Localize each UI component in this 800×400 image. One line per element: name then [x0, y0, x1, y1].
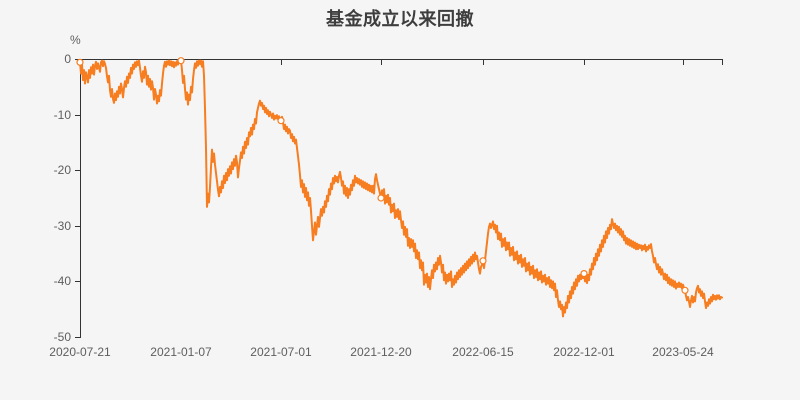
y-axis-unit-label: % — [70, 33, 81, 47]
x-tick-label: 2021-01-07 — [150, 345, 212, 359]
y-tick-mark — [75, 114, 80, 116]
x-tick-label: 2023-05-24 — [652, 345, 714, 359]
y-axis-line — [80, 59, 81, 338]
data-point-marker[interactable] — [377, 194, 385, 202]
x-tick-mark — [683, 60, 684, 65]
x-tick-mark — [381, 60, 382, 65]
y-tick-label: -10 — [53, 107, 71, 122]
drawdown-line-plot[interactable] — [76, 57, 723, 338]
y-tick-mark — [75, 225, 80, 227]
x-axis-end-tick — [722, 60, 723, 65]
y-tick-mark — [75, 170, 80, 172]
y-tick-mark — [75, 337, 80, 338]
chart-title: 基金成立以来回撤 — [326, 9, 474, 29]
y-tick-mark — [75, 281, 80, 283]
y-tick-label: -30 — [53, 218, 71, 233]
x-tick-label: 2021-12-20 — [350, 345, 412, 359]
y-tick-mark — [75, 59, 80, 60]
x-tick-label: 2022-06-15 — [452, 345, 514, 359]
x-axis-zero-line — [80, 59, 723, 60]
data-point-marker[interactable] — [681, 286, 689, 294]
x-tick-mark — [281, 60, 282, 65]
y-tick-label: -20 — [53, 163, 71, 178]
y-tick-label: -50 — [53, 330, 71, 344]
data-point-marker[interactable] — [580, 270, 588, 278]
x-tick-label: 2022-12-01 — [553, 345, 615, 359]
data-point-marker[interactable] — [76, 58, 84, 66]
x-tick-label: 2021-07-01 — [250, 345, 312, 359]
y-tick-label: 0 — [64, 52, 71, 66]
data-point-marker[interactable] — [177, 57, 185, 65]
data-point-marker[interactable] — [277, 117, 285, 125]
x-tick-mark — [483, 60, 484, 65]
data-point-marker[interactable] — [479, 257, 487, 265]
drawdown-series-line — [79, 59, 723, 318]
x-tick-mark — [584, 60, 585, 65]
x-tick-label: 2020-07-21 — [49, 345, 111, 359]
y-tick-label: -40 — [53, 274, 71, 289]
